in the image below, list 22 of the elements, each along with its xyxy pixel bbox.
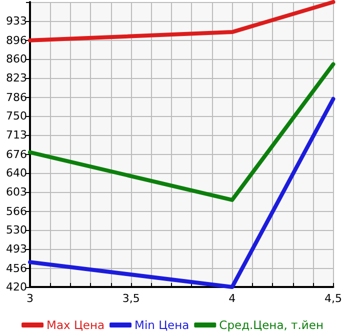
y-tick-label: 860 — [6, 52, 27, 66]
legend-label: Min Цена — [134, 318, 190, 332]
y-tick-label: 933 — [6, 14, 27, 28]
y-tick-label: 676 — [6, 148, 27, 161]
x-tick-label: 4,5 — [324, 292, 342, 305]
x-tick-label: 3,5 — [122, 292, 140, 305]
legend-label: Сред.Цена, т.йен — [219, 318, 324, 332]
y-tick-label: 640 — [6, 166, 27, 180]
y-tick-label: 493 — [6, 242, 27, 256]
y-tick-label: 786 — [6, 90, 27, 104]
y-tick-label: 603 — [6, 186, 27, 199]
y-tick-label: 456 — [6, 262, 27, 275]
y-tick-label: 530 — [6, 224, 27, 236]
y-tick-label: 713 — [6, 128, 27, 142]
y-tick-label: 420 — [6, 280, 27, 294]
y-tick-label: 896 — [6, 34, 27, 47]
legend-label: Max Цена — [46, 318, 105, 332]
x-tick-label: 3 — [26, 292, 34, 305]
y-tick-label: 566 — [6, 204, 27, 218]
y-tick-label: 823 — [6, 72, 27, 85]
y-tick-label: 750 — [6, 110, 27, 122]
x-tick-label: 4 — [228, 292, 236, 305]
